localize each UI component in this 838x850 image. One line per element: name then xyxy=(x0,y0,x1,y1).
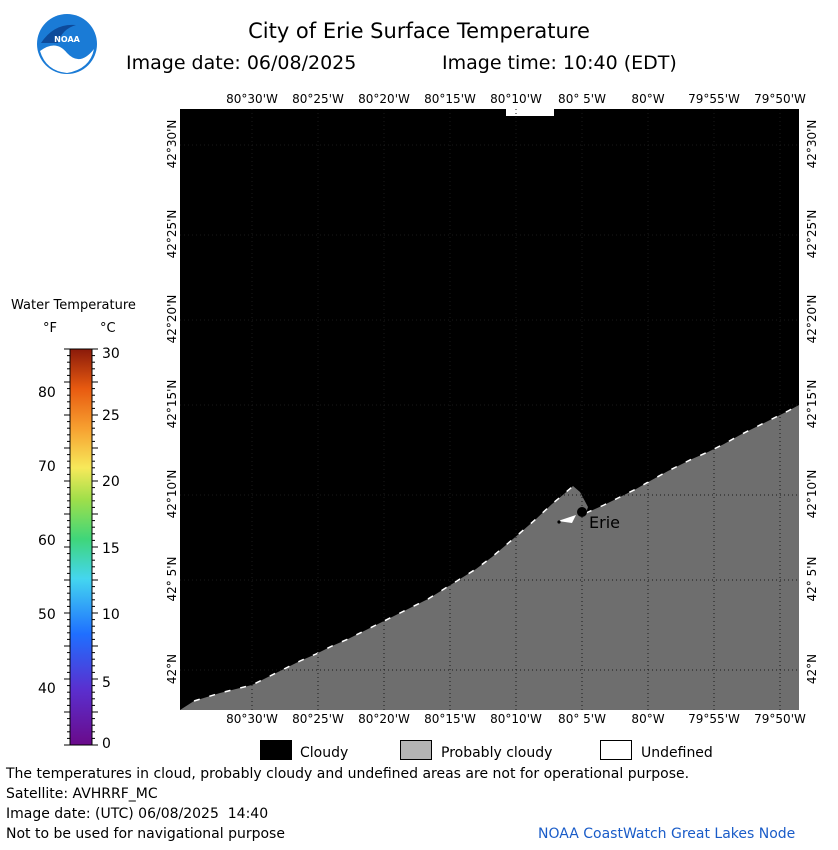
image-date: Image date: 06/08/2025 xyxy=(126,52,357,74)
legend-f-tick: 60 xyxy=(38,533,56,549)
lon-label-bottom: 80°15'W xyxy=(424,712,476,726)
lat-label-right: 42°10'N xyxy=(805,469,819,519)
lon-label-bottom: 80°25'W xyxy=(292,712,344,726)
lon-label-top: 80° 5'W xyxy=(558,92,606,106)
key-cloudy-swatch xyxy=(260,740,292,760)
lat-label-left: 42°20'N xyxy=(165,294,179,344)
legend-f-tick: 40 xyxy=(38,681,56,697)
lon-label-top: 79°50'W xyxy=(754,92,806,106)
legend-f-tick: 80 xyxy=(38,385,56,401)
lat-label-left: 42° 5'N xyxy=(165,556,179,602)
legend-unit-f: °F xyxy=(43,321,57,336)
legend-c-tick: 0 xyxy=(102,736,111,752)
lon-label-bottom: 80°10'W xyxy=(490,712,542,726)
legend-c-tick: 20 xyxy=(102,474,120,490)
lon-label-top: 80°10'W xyxy=(490,92,542,106)
legend-c-tick: 30 xyxy=(102,346,120,362)
graticule xyxy=(180,109,799,710)
key-probably-cloudy-label: Probably cloudy xyxy=(441,745,553,761)
undefined-coastline xyxy=(193,485,574,702)
lat-label-right: 42°N xyxy=(805,653,819,685)
legend-f-tick: 70 xyxy=(38,459,56,475)
key-undefined-swatch xyxy=(600,740,632,760)
lon-label-top: 80°20'W xyxy=(358,92,410,106)
noaa-logo: NOAA xyxy=(36,13,98,75)
probably-cloudy-region xyxy=(180,405,799,710)
legend-unit-c: °C xyxy=(100,321,116,336)
lon-label-bottom: 80° 5'W xyxy=(558,712,606,726)
lat-label-left: 42°30'N xyxy=(165,119,179,169)
temperature-colorbar xyxy=(64,348,98,746)
image-date-utc: Image date: (UTC) 06/08/2025 14:40 xyxy=(6,806,269,822)
key-probably-cloudy-swatch xyxy=(400,740,432,760)
legend-c-tick: 25 xyxy=(102,408,120,424)
key-undefined-label: Undefined xyxy=(641,745,713,761)
map-title: City of Erie Surface Temperature xyxy=(248,19,590,43)
legend-c-tick: 15 xyxy=(102,541,120,557)
lat-label-right: 42°20'N xyxy=(805,294,819,344)
lat-label-right: 42°30'N xyxy=(805,119,819,169)
lat-label-right: 42°15'N xyxy=(805,379,819,429)
lon-label-top: 80°15'W xyxy=(424,92,476,106)
lon-label-bottom: 79°55'W xyxy=(688,712,740,726)
key-cloudy-label: Cloudy xyxy=(300,745,349,761)
satellite-info: Satellite: AVHRRF_MC xyxy=(6,786,158,802)
disclaimer-note: The temperatures in cloud, probably clou… xyxy=(6,766,690,782)
lon-label-bottom: 80°30'W xyxy=(226,712,278,726)
legend-f-tick: 50 xyxy=(38,607,56,623)
lon-label-top: 80°25'W xyxy=(292,92,344,106)
lat-label-left: 42°10'N xyxy=(165,469,179,519)
legend-title: Water Temperature xyxy=(11,298,136,313)
map-area: Erie xyxy=(180,109,799,710)
lat-label-right: 42° 5'N xyxy=(805,556,819,602)
lon-label-top: 80°30'W xyxy=(226,92,278,106)
lon-label-bottom: 79°50'W xyxy=(754,712,806,726)
lon-label-top: 80°W xyxy=(631,92,665,106)
noaa-logo-text: NOAA xyxy=(54,35,80,44)
lon-label-top: 79°55'W xyxy=(688,92,740,106)
erie-marker xyxy=(577,507,587,517)
image-time: Image time: 10:40 (EDT) xyxy=(442,52,677,74)
legend-c-tick: 5 xyxy=(102,675,111,691)
credit-link[interactable]: NOAA CoastWatch Great Lakes Node xyxy=(538,826,796,842)
navigation-warning: Not to be used for navigational purpose xyxy=(6,826,285,842)
legend-c-tick: 10 xyxy=(102,607,120,623)
lat-label-left: 42°N xyxy=(165,653,179,685)
lat-label-left: 42°25'N xyxy=(165,209,179,259)
lat-label-left: 42°15'N xyxy=(165,379,179,429)
undefined-strip xyxy=(506,109,554,116)
lon-label-bottom: 80°20'W xyxy=(358,712,410,726)
lat-label-right: 42°25'N xyxy=(805,209,819,259)
lon-label-bottom: 80°W xyxy=(631,712,665,726)
presque-isle-edge xyxy=(558,515,576,523)
erie-label: Erie xyxy=(589,513,620,532)
